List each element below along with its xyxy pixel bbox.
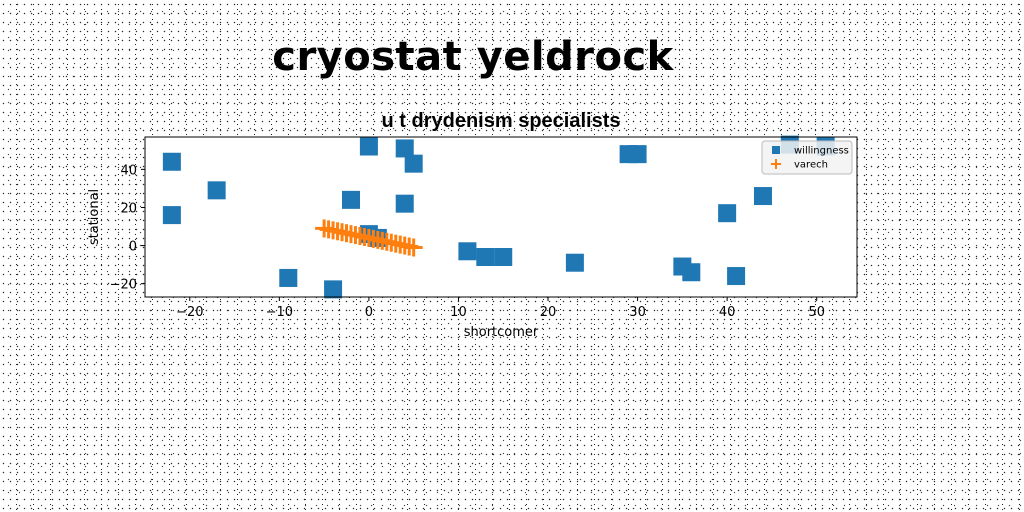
data-point-willingness-6 — [359, 137, 378, 156]
data-point-willingness-0 — [162, 152, 181, 171]
axis-ticks: −20 −10 0 10 20 30 40 50 −20 0 20 40 — [110, 163, 825, 320]
data-point-willingness-10 — [404, 154, 423, 173]
data-point-willingness-14 — [494, 248, 513, 266]
data-point-willingness-1 — [162, 206, 181, 225]
plot-border — [144, 136, 858, 298]
x-tick-label: 40 — [719, 305, 736, 320]
chart-marks — [162, 135, 835, 299]
y-tick-label: 0 — [129, 240, 137, 255]
y-tick-label: −20 — [110, 278, 137, 293]
data-point-willingness-22 — [753, 187, 772, 206]
x-tick-label: −20 — [176, 305, 203, 320]
data-point-willingness-11 — [395, 194, 414, 213]
legend-box — [761, 140, 853, 175]
x-tick-label: −10 — [266, 305, 293, 320]
x-tick-label: 10 — [450, 305, 467, 320]
plot-area — [145, 137, 857, 297]
data-point-willingness-15 — [565, 253, 584, 272]
y-tick-label: 40 — [120, 163, 137, 178]
y-axis-label: stational — [87, 189, 102, 245]
x-axis-label: shortcomer — [464, 325, 539, 340]
x-tick-label: 20 — [540, 305, 557, 320]
x-tick-label: 0 — [365, 305, 373, 320]
x-tick-label: 30 — [629, 305, 646, 320]
legend-label-varech: varech — [794, 160, 828, 171]
data-point-willingness-4 — [324, 280, 343, 299]
data-point-willingness-20 — [718, 204, 737, 223]
data-point-willingness-9 — [395, 139, 414, 158]
data-point-willingness-13 — [476, 248, 495, 266]
data-point-willingness-17 — [628, 145, 647, 164]
legend-marker-varech — [771, 159, 781, 169]
chart-title: u t drydenism specialists — [382, 110, 621, 132]
x-tick-label: 50 — [808, 305, 825, 320]
data-point-willingness-21 — [727, 267, 746, 286]
legend-marker-willingness — [772, 146, 780, 154]
data-point-willingness-12 — [458, 242, 477, 261]
y-tick-label: 20 — [120, 201, 137, 216]
chart-legend: willingness varech — [761, 140, 853, 175]
data-point-varech-20 — [404, 238, 423, 257]
data-point-willingness-3 — [279, 268, 298, 287]
page-title: cryostat yeldrock — [272, 34, 674, 80]
data-point-willingness-2 — [207, 181, 226, 200]
data-point-willingness-19 — [682, 263, 701, 282]
legend-label-willingness: willingness — [794, 146, 849, 157]
data-point-willingness-5 — [341, 190, 360, 209]
